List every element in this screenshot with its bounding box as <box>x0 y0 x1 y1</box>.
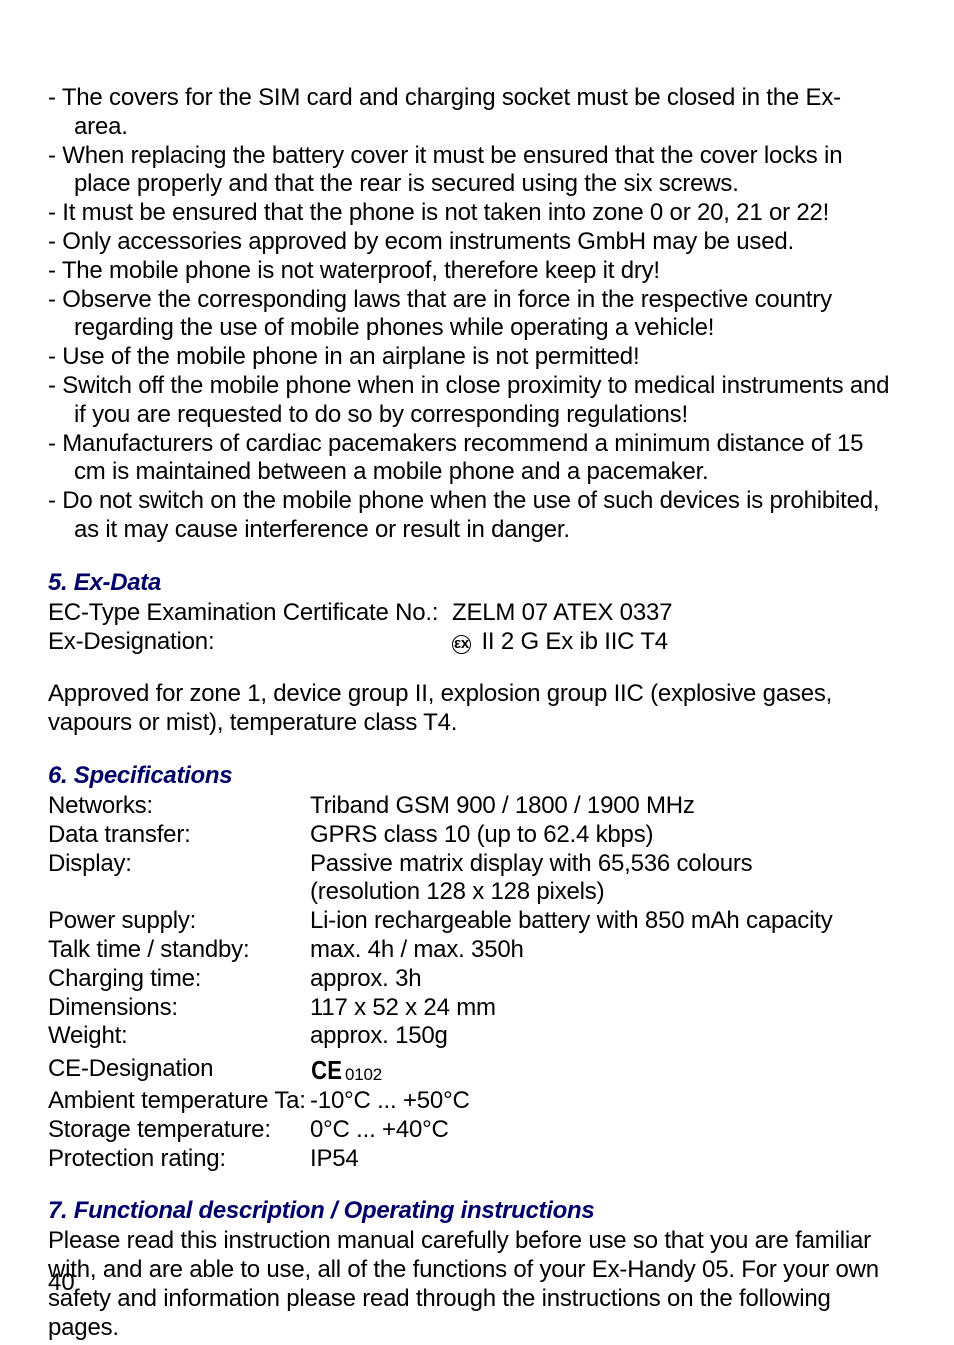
spec-row: EC-Type Examination Certificate No.:ZELM… <box>48 599 890 628</box>
section-5-heading: 5. Ex-Data <box>48 569 890 597</box>
spec-row: CE-DesignationCE0102 <box>48 1055 890 1087</box>
bullet-item: The mobile phone is not waterproof, ther… <box>48 257 890 286</box>
spec-key: CE-Designation <box>48 1055 310 1087</box>
display-line2: (resolution 128 x 128 pixels) <box>48 878 890 907</box>
spec-key: Talk time / standby: <box>48 936 310 965</box>
spec-key: Protection rating: <box>48 1145 310 1174</box>
spec-val: 0°C ... +40°C <box>310 1116 890 1145</box>
spec-val: Li-ion rechargeable battery with 850 mAh… <box>310 907 890 936</box>
spec-row: Dimensions:117 x 52 x 24 mm <box>48 994 890 1023</box>
page-number: 40 <box>48 1269 75 1297</box>
safety-bullet-list: The covers for the SIM card and charging… <box>48 84 890 545</box>
section-5-para: Approved for zone 1, device group II, ex… <box>48 680 890 738</box>
spec-val: max. 4h / max. 350h <box>310 936 890 965</box>
spec-key: Ambient temperature Ta: <box>48 1087 310 1116</box>
section-7-para: Please read this instruction manual care… <box>48 1227 890 1342</box>
spec-key: Weight: <box>48 1022 310 1051</box>
spec-key: Display: <box>48 850 310 879</box>
spec-key: Power supply: <box>48 907 310 936</box>
spec-val: IP54 <box>310 1145 890 1174</box>
bullet-item: Observe the corresponding laws that are … <box>48 286 890 344</box>
spec-key: Storage temperature: <box>48 1116 310 1145</box>
spec-val: εx II 2 G Ex ib IIC T4 <box>452 628 890 657</box>
spec-row: Display:Passive matrix display with 65,5… <box>48 850 890 879</box>
spec-row: Data transfer:GPRS class 10 (up to 62.4 … <box>48 821 890 850</box>
spec-key: Ex-Designation: <box>48 628 452 657</box>
spec-val: GPRS class 10 (up to 62.4 kbps) <box>310 821 890 850</box>
spec-row: Weight:approx. 150g <box>48 1022 890 1051</box>
bullet-item: Only accessories approved by ecom instru… <box>48 228 890 257</box>
bullet-item: Use of the mobile phone in an airplane i… <box>48 343 890 372</box>
spec-row: Charging time:approx. 3h <box>48 965 890 994</box>
spec-key: Charging time: <box>48 965 310 994</box>
bullet-item: Do not switch on the mobile phone when t… <box>48 487 890 545</box>
section-7: 7. Functional description / Operating in… <box>48 1197 890 1342</box>
ex-icon: εx <box>452 635 471 654</box>
spec-key: EC-Type Examination Certificate No.: <box>48 599 452 628</box>
spec-row: Protection rating:IP54 <box>48 1145 890 1174</box>
bullet-item: Manufacturers of cardiac pacemakers reco… <box>48 430 890 488</box>
spec-val: -10°C ... +50°C <box>310 1087 890 1116</box>
ce-mark-icon: CE0102 <box>310 1058 382 1085</box>
spec-key: Data transfer: <box>48 821 310 850</box>
bullet-item: The covers for the SIM card and charging… <box>48 84 890 142</box>
section-5: 5. Ex-Data EC-Type Examination Certifica… <box>48 569 890 657</box>
spec-row: Storage temperature:0°C ... +40°C <box>48 1116 890 1145</box>
spec-row: Talk time / standby:max. 4h / max. 350h <box>48 936 890 965</box>
spec-row: Networks:Triband GSM 900 / 1800 / 1900 M… <box>48 792 890 821</box>
spec-row: Ex-Designation:εx II 2 G Ex ib IIC T4 <box>48 628 890 657</box>
spec-key: Networks: <box>48 792 310 821</box>
spec-key: Dimensions: <box>48 994 310 1023</box>
spec-val: ZELM 07 ATEX 0337 <box>452 599 890 628</box>
section-6-heading: 6. Specifications <box>48 762 890 790</box>
spec-row: Ambient temperature Ta:-10°C ... +50°C <box>48 1087 890 1116</box>
bullet-item: Switch off the mobile phone when in clos… <box>48 372 890 430</box>
spec-val: 117 x 52 x 24 mm <box>310 994 890 1023</box>
section-7-heading: 7. Functional description / Operating in… <box>48 1197 890 1225</box>
spec-row: Power supply:Li-ion rechargeable battery… <box>48 907 890 936</box>
bullet-item: When replacing the battery cover it must… <box>48 142 890 200</box>
section-6: 6. Specifications Networks:Triband GSM 9… <box>48 762 890 1173</box>
spec-val: CE0102 <box>310 1055 890 1087</box>
spec-val: Triband GSM 900 / 1800 / 1900 MHz <box>310 792 890 821</box>
spec-val: Passive matrix display with 65,536 colou… <box>310 850 890 879</box>
spec-val: approx. 3h <box>310 965 890 994</box>
spec-val: approx. 150g <box>310 1022 890 1051</box>
bullet-item: It must be ensured that the phone is not… <box>48 199 890 228</box>
